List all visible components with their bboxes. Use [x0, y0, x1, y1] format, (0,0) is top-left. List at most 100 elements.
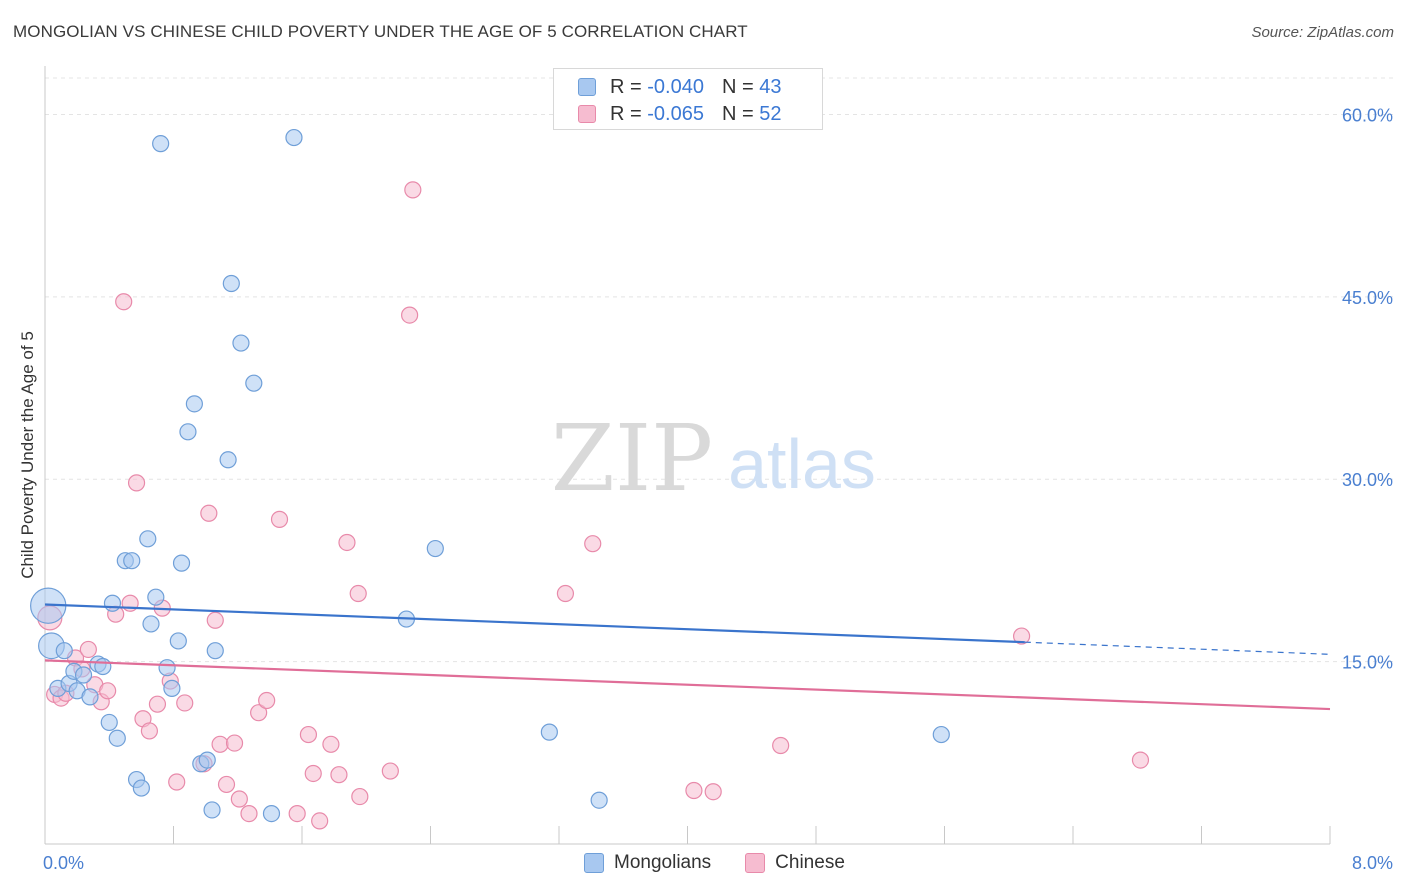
- mongolian-point: [206, 642, 224, 660]
- legend-row-chinese: R = -0.065 N = 52: [578, 102, 781, 126]
- chinese-point: [311, 812, 329, 830]
- mongolian-point: [158, 659, 176, 677]
- chinese-swatch-icon: [745, 853, 766, 873]
- mongolian-trend-line: [44, 603, 1025, 644]
- chinese-point: [349, 584, 367, 603]
- chinese-point: [401, 306, 419, 324]
- tick-labels: 15.0% 30.0% 45.0% 60.0% 0.0% 8.0%: [43, 105, 1393, 873]
- chinese-point: [381, 762, 399, 780]
- chinese-point: [270, 510, 289, 528]
- chinese-point: [404, 181, 422, 199]
- mongolian-point: [94, 657, 112, 676]
- mongolian-point: [219, 451, 237, 469]
- chinese-point: [148, 695, 167, 713]
- chinese-point: [250, 704, 268, 722]
- legend-item-chinese[interactable]: Chinese: [745, 852, 845, 874]
- chinese-point: [115, 293, 133, 311]
- axes: [44, 66, 1331, 845]
- mongolian-point: [152, 135, 170, 153]
- y-tick-label: 15.0%: [1342, 653, 1393, 673]
- y-axis-title: Child Poverty Under the Age of 5: [18, 331, 37, 579]
- chinese-point: [99, 682, 117, 700]
- legend-r-label: R =: [610, 102, 642, 125]
- mongolians-swatch-icon: [584, 853, 604, 873]
- mongolian-point: [103, 594, 122, 612]
- watermark-zip: ZIP: [551, 405, 713, 512]
- chinese-point: [772, 736, 790, 755]
- legend-n-label: N =: [721, 75, 754, 98]
- mongolian-point: [55, 642, 73, 660]
- chinese-point: [206, 611, 224, 629]
- chinese-point: [351, 787, 369, 806]
- mongolian-point: [179, 423, 197, 441]
- chinese-point: [685, 781, 703, 800]
- mongolian-point: [132, 779, 150, 797]
- mongolian-point: [245, 374, 263, 392]
- chinese-point: [140, 722, 159, 740]
- mongolian-point: [203, 801, 221, 819]
- chinese-point: [230, 790, 248, 808]
- source-label: Source: ZipAtlas.com: [1251, 24, 1394, 41]
- chinese-point: [225, 734, 244, 752]
- mongolian-point: [172, 554, 191, 572]
- chinese-point: [217, 775, 236, 794]
- mongolian-point: [169, 632, 187, 650]
- watermark: ZIP atlas: [551, 405, 876, 512]
- chinese-point: [240, 805, 258, 823]
- chinese-point: [322, 735, 340, 753]
- x-tick-label: 8.0%: [1352, 853, 1393, 873]
- watermark-atlas: atlas: [728, 425, 876, 503]
- correlation-legend: R = -0.040 N = 43 R = -0.065 N = 52: [553, 68, 823, 130]
- mongolian-point: [198, 751, 216, 769]
- mongolian-point: [147, 588, 165, 606]
- chinese-point: [288, 805, 306, 823]
- mongolian-point: [262, 805, 281, 823]
- mongolian-point: [222, 274, 240, 293]
- chinese-point: [330, 766, 348, 784]
- mongolian-point: [139, 530, 157, 548]
- mongolian-point: [426, 539, 444, 558]
- legend-chinese-label: Chinese: [775, 852, 845, 873]
- mongolian-point: [108, 729, 126, 747]
- chinese-trend-line: [44, 659, 1331, 711]
- chinese-point: [200, 504, 218, 522]
- mongolian-point: [232, 334, 250, 352]
- chinese-point: [79, 640, 97, 659]
- legend-mongolians-label: Mongolians: [614, 852, 712, 873]
- mongolian-trend-extension: [1024, 641, 1331, 655]
- mongolian-point: [163, 679, 181, 697]
- legend-n-value: 52: [759, 102, 782, 125]
- legend-n-value: 43: [759, 75, 782, 98]
- legend-r-value: -0.040: [647, 75, 704, 98]
- legend-n-label: N =: [721, 102, 754, 125]
- mongolian-point: [185, 395, 203, 413]
- chinese-point: [258, 691, 276, 710]
- chinese-point: [127, 474, 146, 492]
- y-tick-label: 60.0%: [1342, 105, 1393, 125]
- y-tick-label: 45.0%: [1342, 288, 1393, 308]
- x-tick-label: 0.0%: [43, 853, 84, 873]
- mongolian-point: [142, 615, 160, 633]
- mongolian-point: [74, 666, 93, 684]
- chinese-swatch-icon: [578, 105, 596, 123]
- chinese-point: [304, 764, 322, 783]
- mongolian-point: [81, 688, 99, 706]
- chinese-point: [211, 735, 229, 753]
- chinese-point: [338, 533, 356, 552]
- mongolian-point: [285, 128, 303, 147]
- mongolian-point: [932, 725, 950, 744]
- mongolians-swatch-icon: [578, 78, 596, 96]
- mongolian-point: [540, 723, 558, 741]
- gridlines: [45, 77, 1393, 663]
- legend-item-mongolians[interactable]: Mongolians: [584, 852, 711, 874]
- legend-r-label: R =: [610, 75, 642, 98]
- chinese-point: [556, 584, 575, 603]
- chinese-point: [1012, 627, 1031, 645]
- mongolian-point: [123, 552, 141, 570]
- series-legend: Mongolians Chinese: [584, 852, 879, 874]
- mongolian-point: [100, 713, 118, 732]
- chinese-point: [584, 535, 602, 553]
- mongolian-points: [30, 128, 950, 823]
- mongolian-point: [590, 791, 608, 809]
